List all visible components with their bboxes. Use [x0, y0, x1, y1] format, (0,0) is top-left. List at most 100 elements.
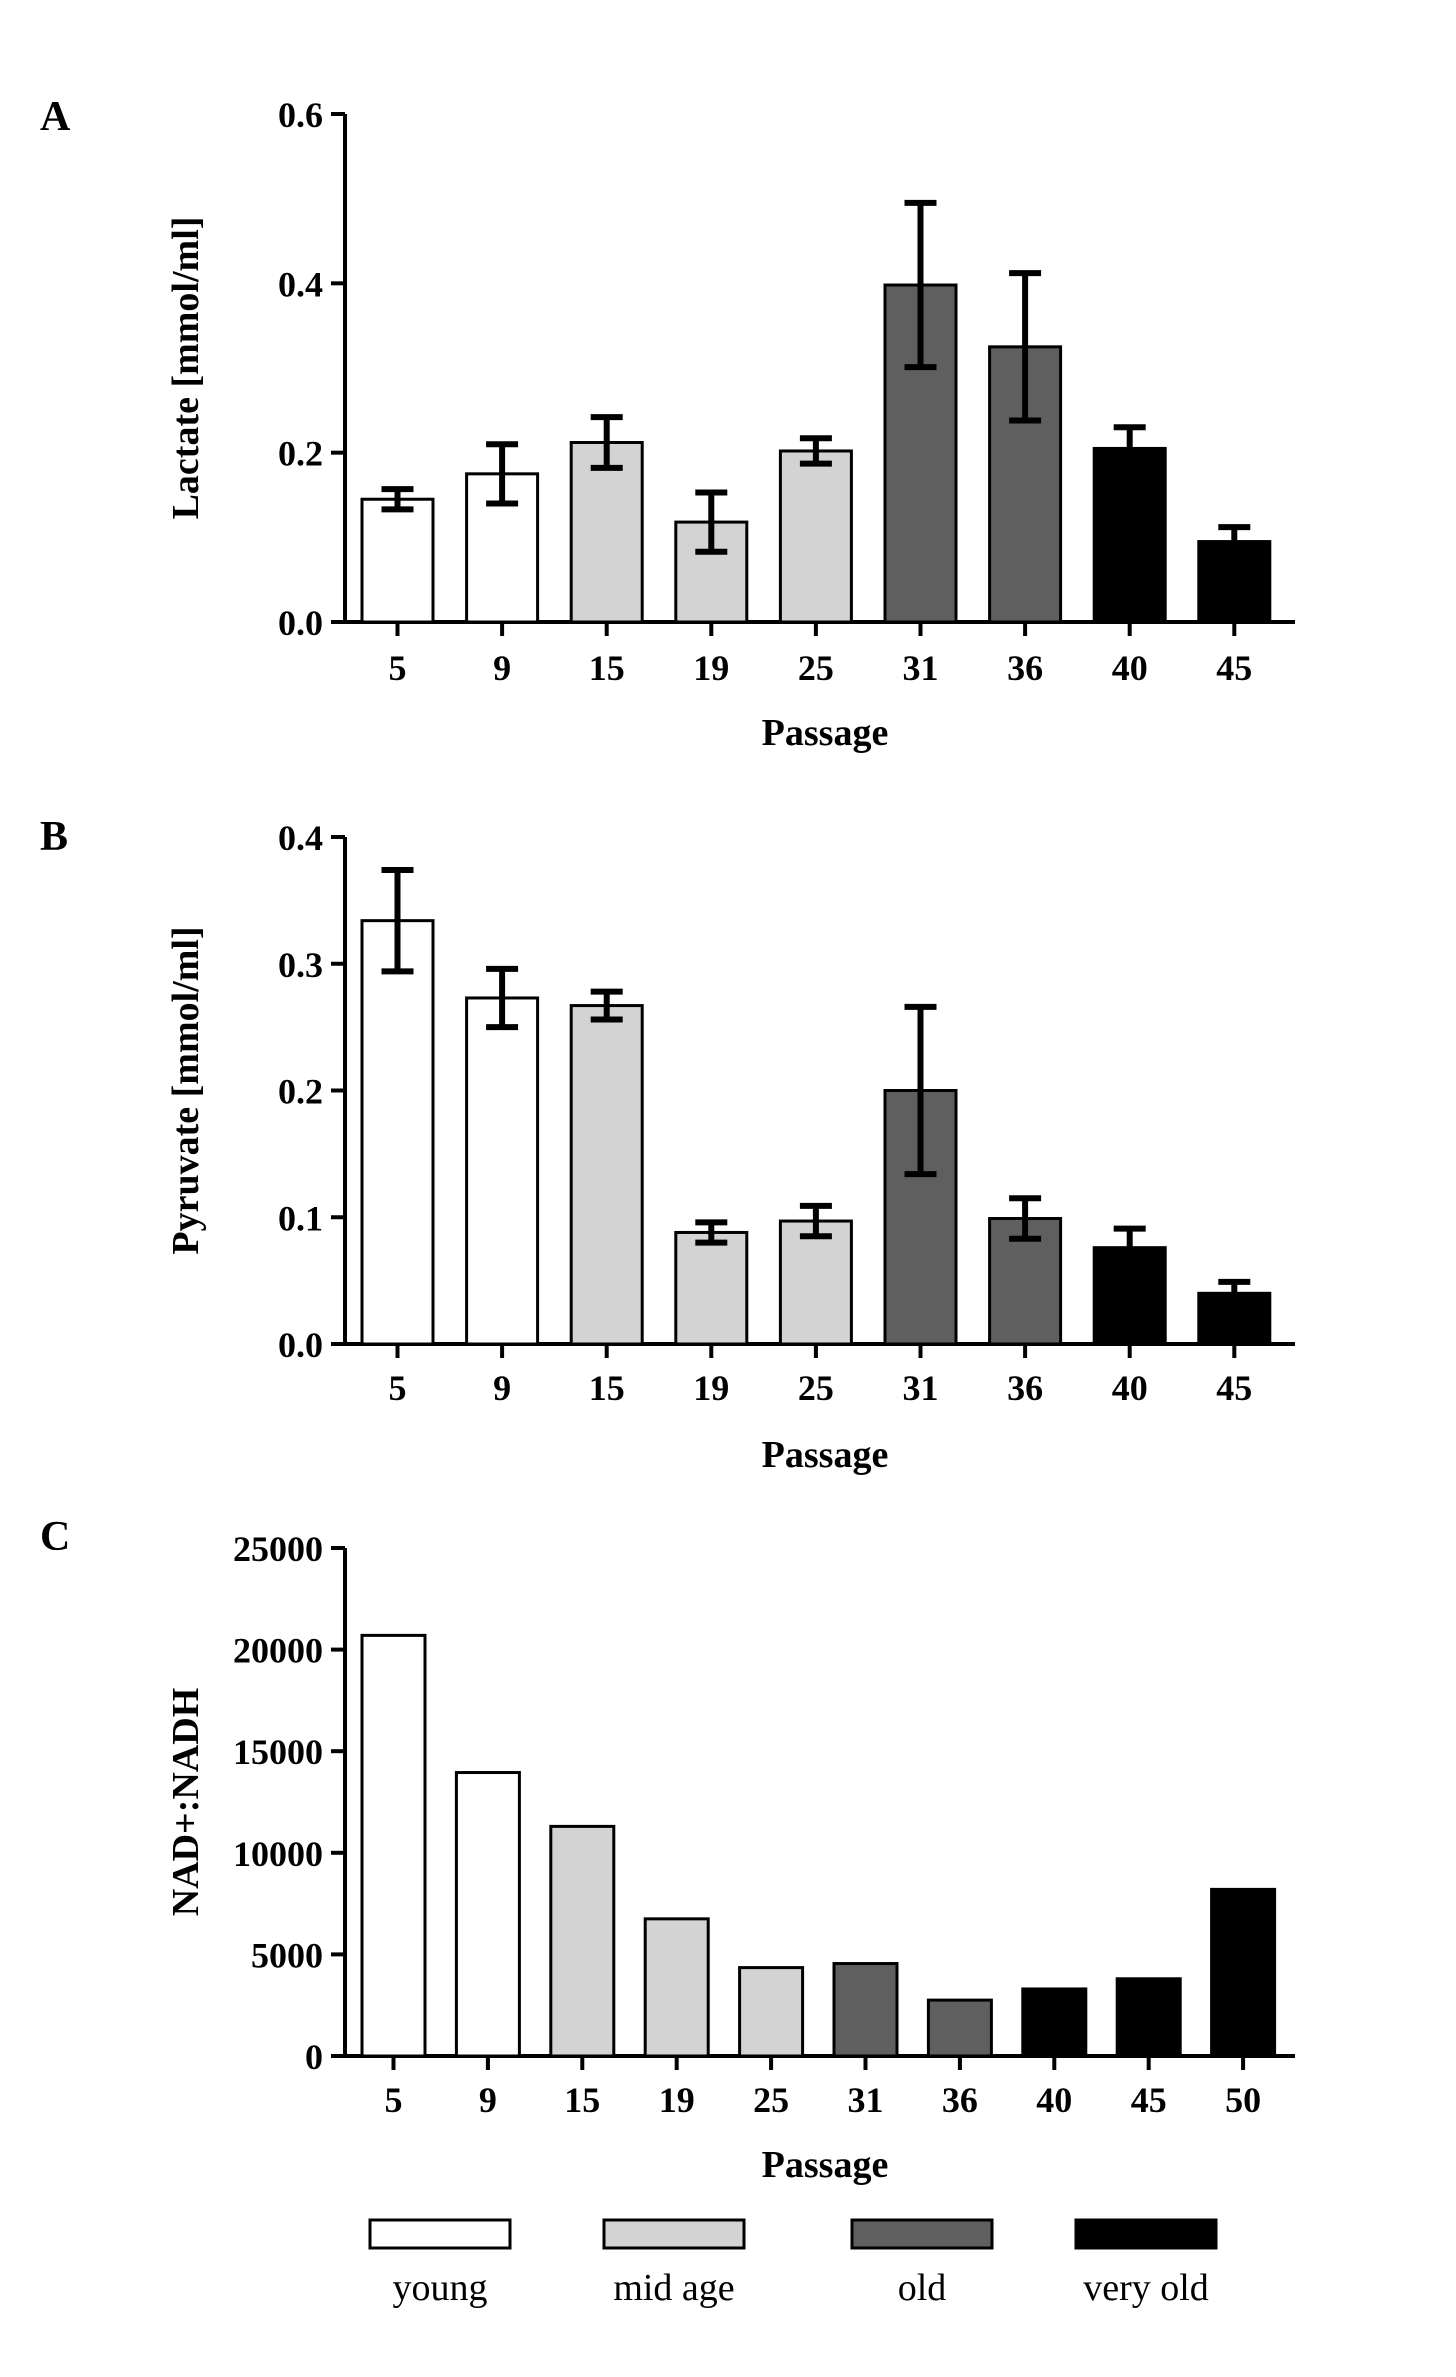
bar-a-40 — [1092, 446, 1167, 624]
x-axis-title-a: Passage — [762, 712, 889, 754]
x-tick-label-b: 9 — [493, 1368, 511, 1408]
legend-swatch-young — [368, 2218, 512, 2250]
error-bar-a-5 — [381, 486, 414, 513]
panel-letter-c: C — [40, 1514, 70, 1560]
y-tick-label-a: 0.2 — [278, 434, 323, 474]
legend-swatch-old — [850, 2218, 994, 2250]
y-axis-title-a: Lactate [mmol/ml] — [165, 217, 207, 520]
y-tick-label-c: 0 — [305, 2037, 323, 2077]
bar-a-15 — [569, 441, 644, 624]
error-bar-b-31 — [904, 1003, 937, 1178]
y-tick-label-c: 10000 — [233, 1834, 323, 1874]
x-tick-label-c: 19 — [659, 2080, 695, 2120]
bar-a-5 — [360, 497, 435, 624]
error-bar-b-45 — [1218, 1278, 1251, 1308]
y-tick-label-b: 0.4 — [278, 818, 323, 858]
bar-c-15 — [549, 1824, 616, 2058]
x-tick-label-a: 31 — [903, 648, 939, 688]
error-bar-a-19 — [695, 489, 728, 555]
error-bar-a-9 — [486, 441, 519, 507]
x-tick-label-a: 5 — [389, 648, 407, 688]
legend-swatch-mid-age — [602, 2218, 746, 2250]
x-tick-label-b: 40 — [1112, 1368, 1148, 1408]
y-tick-label-a: 0.4 — [278, 264, 323, 304]
chart-c: 0 5000 10000 15000 20000 25000 5 9 15 19 25 31 36 40 4… — [165, 1529, 1295, 2186]
y-axis-title-c: NAD+:NADH — [165, 1688, 207, 1917]
x-tick-label-c: 45 — [1131, 2080, 1167, 2120]
y-tick-label-b: 0.0 — [278, 1325, 323, 1365]
x-tick-label-c: 9 — [479, 2080, 497, 2120]
x-tick-label-c: 50 — [1225, 2080, 1261, 2120]
bar-c-19 — [643, 1917, 710, 2058]
x-tick-label-b: 15 — [589, 1368, 625, 1408]
x-tick-label-a: 36 — [1007, 648, 1043, 688]
bar-c-31 — [832, 1962, 899, 2058]
chart-b: 0.0 0.1 0.2 0.3 0.4 5 9 15 19 25 31 36 40 45 Passage Py… — [165, 818, 1295, 1476]
error-bar-b-9 — [486, 965, 519, 1031]
error-bar-b-5 — [381, 866, 414, 975]
x-tick-label-a: 15 — [589, 648, 625, 688]
chart-a: 0.0 0.2 0.4 0.6 5 9 15 19 25 31 36 40 45 Passage Lacta… — [165, 95, 1295, 754]
bar-b-25 — [778, 1219, 853, 1346]
y-tick-label-c: 20000 — [233, 1631, 323, 1671]
x-tick-label-c: 40 — [1036, 2080, 1072, 2120]
x-tick-label-b: 36 — [1007, 1368, 1043, 1408]
y-axis-title-b: Pyruvate [mmol/ml] — [165, 926, 207, 1254]
bar-c-45 — [1115, 1977, 1182, 2058]
panel-letter-a: A — [40, 94, 71, 140]
y-tick-label-b: 0.2 — [278, 1072, 323, 1112]
x-tick-label-b: 31 — [903, 1368, 939, 1408]
x-tick-label-c: 25 — [753, 2080, 789, 2120]
bar-a-25 — [778, 449, 853, 624]
legend-label-young: young — [393, 2267, 488, 2309]
legend-label-mid-age: mid age — [613, 2267, 734, 2309]
x-tick-label-a: 9 — [493, 648, 511, 688]
y-tick-label-a: 0.0 — [278, 603, 323, 643]
x-tick-label-b: 5 — [389, 1368, 407, 1408]
bar-c-5 — [360, 1633, 427, 2058]
legend-label-very-old: very old — [1083, 2267, 1209, 2309]
x-tick-label-a: 45 — [1216, 648, 1252, 688]
y-tick-label-a: 0.6 — [278, 95, 323, 135]
bar-c-25 — [738, 1966, 805, 2058]
x-axis-title-c: Passage — [762, 2144, 889, 2186]
error-bar-a-15 — [590, 414, 623, 471]
error-bar-b-36 — [1009, 1195, 1042, 1242]
bar-b-5 — [360, 919, 435, 1346]
x-axis-title-b: Passage — [762, 1434, 889, 1476]
error-bar-a-25 — [799, 435, 832, 467]
x-tick-label-c: 31 — [848, 2080, 884, 2120]
legend: young mid age old very old — [368, 2218, 1218, 2309]
bar-c-9 — [454, 1771, 521, 2058]
bar-b-19 — [674, 1230, 749, 1346]
y-tick-label-c: 5000 — [251, 1935, 323, 1975]
error-bar-b-40 — [1113, 1225, 1146, 1270]
bar-b-9 — [465, 996, 540, 1346]
y-tick-label-c: 25000 — [233, 1529, 323, 1569]
panel-letter-b: B — [40, 814, 68, 860]
bar-b-15 — [569, 1004, 644, 1346]
error-bar-b-19 — [695, 1219, 728, 1246]
bar-c-40 — [1021, 1987, 1088, 2058]
x-tick-label-a: 25 — [798, 648, 834, 688]
y-tick-label-b: 0.1 — [278, 1198, 323, 1238]
y-tick-label-b: 0.3 — [278, 945, 323, 985]
bar-c-36 — [926, 1998, 993, 2058]
error-bar-a-31 — [904, 199, 937, 371]
x-tick-label-a: 40 — [1112, 648, 1148, 688]
error-bar-b-15 — [590, 988, 623, 1023]
error-bar-a-36 — [1009, 270, 1042, 424]
x-tick-label-c: 15 — [564, 2080, 600, 2120]
error-bar-b-25 — [799, 1202, 832, 1240]
x-tick-label-b: 45 — [1216, 1368, 1252, 1408]
legend-swatch-very-old — [1074, 2218, 1218, 2250]
x-tick-label-b: 19 — [693, 1368, 729, 1408]
x-tick-label-c: 5 — [385, 2080, 403, 2120]
x-tick-label-c: 36 — [942, 2080, 978, 2120]
x-tick-label-b: 25 — [798, 1368, 834, 1408]
x-tick-label-a: 19 — [693, 648, 729, 688]
bar-c-50 — [1210, 1887, 1277, 2058]
y-tick-label-c: 15000 — [233, 1732, 323, 1772]
legend-label-old: old — [898, 2267, 947, 2309]
